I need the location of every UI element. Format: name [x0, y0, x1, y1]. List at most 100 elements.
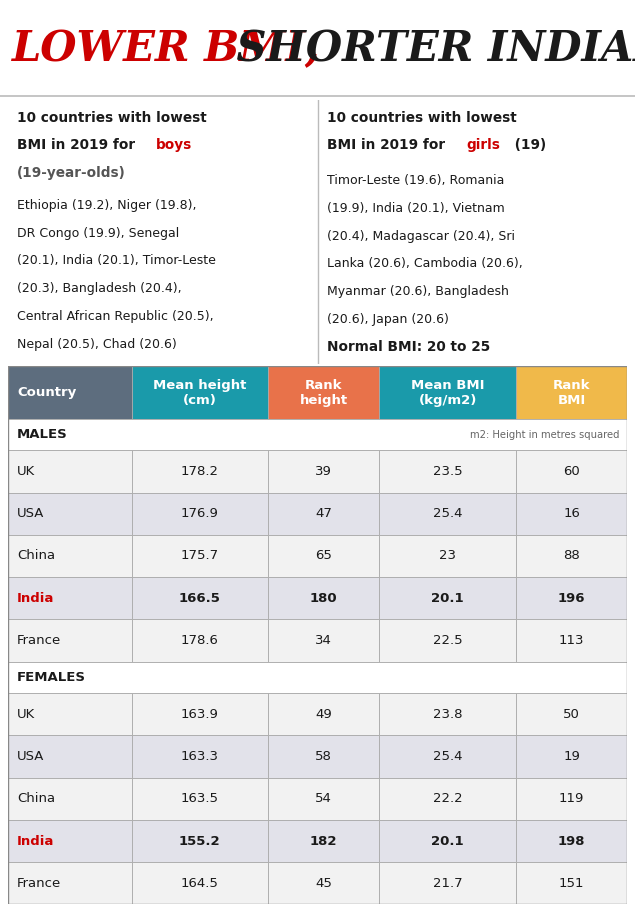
Bar: [8, 693, 131, 735]
Bar: [380, 619, 516, 662]
Text: (19): (19): [510, 138, 545, 152]
Bar: [516, 693, 627, 735]
Text: (20.6), Japan (20.6): (20.6), Japan (20.6): [327, 313, 449, 325]
Text: 21.7: 21.7: [433, 877, 462, 890]
Bar: [516, 366, 627, 419]
Text: 164.5: 164.5: [181, 877, 218, 890]
Text: 196: 196: [558, 592, 585, 604]
Bar: [268, 577, 380, 619]
Text: Rank
height: Rank height: [300, 379, 348, 406]
Bar: [8, 419, 627, 450]
Text: France: France: [17, 877, 61, 890]
Bar: [268, 777, 380, 820]
Bar: [516, 619, 627, 662]
Text: Mean height
(cm): Mean height (cm): [153, 379, 246, 406]
Text: USA: USA: [17, 750, 44, 763]
Bar: [516, 777, 627, 820]
Text: 178.2: 178.2: [181, 464, 218, 478]
Bar: [516, 820, 627, 862]
Text: 34: 34: [315, 634, 332, 647]
Text: Country: Country: [17, 386, 76, 399]
Text: Nepal (20.5), Chad (20.6): Nepal (20.5), Chad (20.6): [17, 337, 177, 351]
Text: 155.2: 155.2: [179, 834, 220, 847]
Bar: [8, 493, 131, 534]
Bar: [516, 735, 627, 777]
Text: 65: 65: [315, 549, 332, 563]
Text: China: China: [17, 793, 55, 805]
Text: India: India: [17, 834, 54, 847]
Text: MALES: MALES: [17, 428, 68, 441]
Text: 198: 198: [558, 834, 585, 847]
Bar: [380, 777, 516, 820]
Text: Timor-Leste (19.6), Romania: Timor-Leste (19.6), Romania: [327, 175, 504, 187]
Text: 178.6: 178.6: [181, 634, 218, 647]
Text: Mean BMI
(kg/m2): Mean BMI (kg/m2): [411, 379, 485, 406]
Bar: [8, 366, 131, 419]
Bar: [516, 450, 627, 493]
Bar: [516, 493, 627, 534]
Text: 39: 39: [315, 464, 332, 478]
Text: 163.3: 163.3: [181, 750, 218, 763]
Text: 23.8: 23.8: [433, 708, 462, 721]
Text: Ethiopia (19.2), Niger (19.8),: Ethiopia (19.2), Niger (19.8),: [17, 199, 196, 212]
Bar: [268, 693, 380, 735]
Text: Rank
BMI: Rank BMI: [553, 379, 591, 406]
Text: Central African Republic (20.5),: Central African Republic (20.5),: [17, 310, 213, 323]
Text: 20.1: 20.1: [431, 592, 464, 604]
Text: FEMALES: FEMALES: [17, 671, 86, 684]
Text: (20.4), Madagascar (20.4), Sri: (20.4), Madagascar (20.4), Sri: [327, 230, 515, 243]
Bar: [268, 820, 380, 862]
Text: BMI in 2019 for: BMI in 2019 for: [17, 138, 140, 152]
Text: m2: Height in metres squared: m2: Height in metres squared: [471, 430, 620, 440]
Text: 182: 182: [310, 834, 337, 847]
Bar: [268, 366, 380, 419]
Bar: [8, 820, 131, 862]
Text: (19.9), India (20.1), Vietnam: (19.9), India (20.1), Vietnam: [327, 202, 505, 215]
Text: 10 countries with lowest: 10 countries with lowest: [327, 111, 516, 125]
Text: (20.3), Bangladesh (20.4),: (20.3), Bangladesh (20.4),: [17, 282, 182, 295]
Text: 23: 23: [439, 549, 456, 563]
Text: 25.4: 25.4: [433, 750, 462, 763]
Bar: [268, 735, 380, 777]
Bar: [131, 366, 268, 419]
Bar: [380, 493, 516, 534]
Text: 151: 151: [559, 877, 584, 890]
Bar: [380, 693, 516, 735]
Bar: [131, 862, 268, 904]
Bar: [268, 862, 380, 904]
Bar: [516, 577, 627, 619]
Text: Myanmar (20.6), Bangladesh: Myanmar (20.6), Bangladesh: [327, 285, 509, 298]
Text: 16: 16: [563, 507, 580, 520]
Bar: [380, 820, 516, 862]
Bar: [8, 619, 131, 662]
Text: BMI in 2019 for: BMI in 2019 for: [327, 138, 450, 152]
Text: China: China: [17, 549, 55, 563]
Text: (19-year-olds): (19-year-olds): [17, 166, 126, 180]
Text: 47: 47: [315, 507, 332, 520]
Bar: [131, 693, 268, 735]
Bar: [268, 493, 380, 534]
Text: girls: girls: [466, 138, 500, 152]
Text: Lanka (20.6), Cambodia (20.6),: Lanka (20.6), Cambodia (20.6),: [327, 257, 523, 270]
Text: 19: 19: [563, 750, 580, 763]
Text: 23.5: 23.5: [433, 464, 462, 478]
Bar: [131, 534, 268, 577]
Text: 49: 49: [316, 708, 332, 721]
Bar: [380, 450, 516, 493]
Bar: [268, 534, 380, 577]
Bar: [131, 493, 268, 534]
Text: 113: 113: [559, 634, 584, 647]
Bar: [8, 735, 131, 777]
Text: 175.7: 175.7: [181, 549, 219, 563]
Text: 54: 54: [315, 793, 332, 805]
Text: 22.2: 22.2: [433, 793, 462, 805]
Text: USA: USA: [17, 507, 44, 520]
Text: 119: 119: [559, 793, 584, 805]
Bar: [380, 534, 516, 577]
Text: 58: 58: [315, 750, 332, 763]
Bar: [8, 534, 131, 577]
Text: 10 countries with lowest: 10 countries with lowest: [17, 111, 206, 125]
Bar: [268, 619, 380, 662]
Bar: [131, 735, 268, 777]
Text: India: India: [17, 592, 54, 604]
